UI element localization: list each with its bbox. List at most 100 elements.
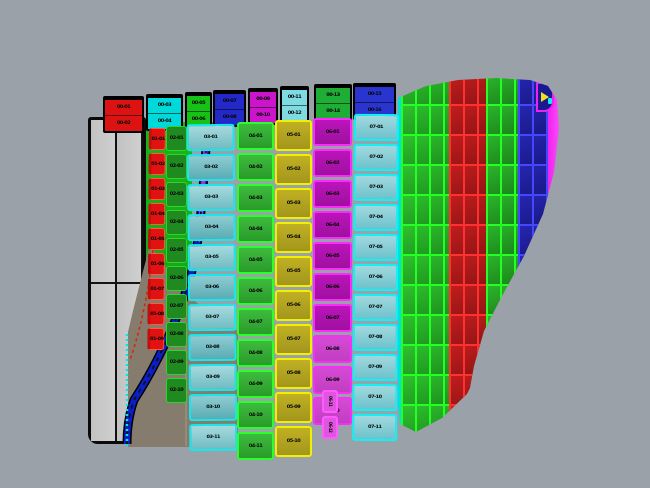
surface-panel-teal[interactable]: 03-01: [186, 123, 235, 152]
surface-panel-yellow[interactable]: 05-04: [275, 222, 312, 253]
surface-panel-magenta[interactable]: 06-04: [313, 211, 352, 239]
surface-panel-magenta[interactable]: 06-07: [313, 304, 352, 332]
surface-panel-cyan[interactable]: 07-05: [353, 233, 399, 262]
surface-panel-teal[interactable]: 03-03: [187, 183, 236, 212]
panel-label: 04-10: [248, 411, 263, 418]
panel-label: 02-07: [169, 303, 184, 309]
surface-panel-magenta[interactable]: 06-11: [322, 390, 338, 413]
surface-panel-cyan[interactable]: 07-02: [353, 143, 399, 172]
surface-panel-dark-green[interactable]: 02-01: [166, 126, 187, 151]
top-box-lightcyan[interactable]: 00-11 00-12: [280, 86, 309, 123]
surface-panel-teal[interactable]: 03-11: [189, 423, 238, 452]
surface-panel-teal[interactable]: 03-04: [187, 213, 236, 242]
panel-label: 06-08: [325, 345, 340, 352]
surface-panel-yellow[interactable]: 05-08: [275, 358, 312, 389]
surface-panel-red[interactable]: 01-01: [148, 127, 166, 151]
surface-panel-green[interactable]: 04-10: [237, 401, 274, 429]
top-box-row-face: 00-13: [316, 88, 350, 104]
surface-panel-red[interactable]: 01-04: [148, 202, 166, 226]
panel-label: 00-15: [367, 91, 382, 97]
panel-label: 02-03: [169, 191, 184, 197]
surface-panel-red[interactable]: 01-03: [148, 177, 166, 201]
panel-label: 03-10: [206, 404, 220, 410]
top-box-cyan[interactable]: 00-03 00-04: [146, 94, 183, 131]
surface-panel-dark-green[interactable]: 02-09: [166, 350, 187, 375]
surface-panel-green[interactable]: 04-07: [237, 308, 274, 336]
surface-panel-green[interactable]: 04-05: [237, 246, 274, 274]
surface-panel-red[interactable]: 01-07: [147, 277, 165, 301]
surface-panel-cyan[interactable]: 07-08: [352, 323, 398, 352]
surface-panel-yellow[interactable]: 05-02: [275, 154, 312, 185]
surface-panel-magenta[interactable]: 06-05: [313, 242, 352, 270]
top-box-blue[interactable]: 00-07 00-08: [213, 90, 246, 127]
surface-panel-red[interactable]: 01-05: [147, 227, 166, 251]
surface-panel-teal[interactable]: 03-09: [188, 363, 237, 392]
surface-panel-green[interactable]: 04-03: [237, 184, 274, 212]
surface-panel-dark-green[interactable]: 02-04: [166, 210, 187, 235]
surface-panel-green[interactable]: 04-02: [237, 153, 274, 181]
surface-panel-cyan[interactable]: 07-09: [352, 353, 398, 382]
surface-panel-dark-green[interactable]: 02-03: [166, 182, 187, 207]
panel-column-dark-green: 02-01 02-02 02-03 02-04 02-05 02-06 02-07 02-08…: [166, 126, 187, 406]
surface-panel-cyan[interactable]: 07-01: [353, 113, 399, 142]
flat-gray-panel[interactable]: [88, 117, 146, 444]
surface-panel-yellow[interactable]: 05-03: [275, 188, 312, 219]
top-box-red[interactable]: 00-01 00-02: [103, 96, 144, 133]
panel-label: 07-10: [368, 394, 382, 400]
surface-panel-green[interactable]: 04-06: [237, 277, 274, 305]
surface-panel-teal[interactable]: 03-08: [188, 333, 237, 362]
surface-panel-magenta[interactable]: 06-02: [313, 149, 352, 177]
surface-panel-red[interactable]: 01-06: [147, 252, 165, 276]
top-box-row-face: 00-16: [355, 103, 394, 118]
surface-panel-yellow[interactable]: 05-09: [275, 392, 312, 423]
surface-panel-yellow[interactable]: 05-01: [275, 120, 312, 151]
surface-panel-teal[interactable]: 03-10: [188, 393, 238, 422]
surface-panel-yellow[interactable]: 05-10: [275, 426, 312, 457]
panel-label: 05-05: [286, 268, 301, 274]
surface-panel-teal[interactable]: 03-07: [188, 303, 237, 332]
surface-panel-magenta[interactable]: 06-01: [313, 118, 352, 146]
surface-panel-cyan[interactable]: 07-07: [352, 293, 398, 322]
surface-panel-dark-green[interactable]: 02-02: [166, 154, 187, 179]
surface-panel-red[interactable]: 01-08: [147, 302, 165, 326]
surface-panel-cyan[interactable]: 07-04: [353, 203, 399, 232]
top-box-green2[interactable]: 00-13 00-14: [314, 84, 352, 121]
surface-panel-green[interactable]: 04-08: [237, 339, 274, 367]
surface-panel-dark-green[interactable]: 02-06: [166, 266, 187, 291]
top-box-row-face: 00-01: [105, 100, 142, 116]
surface-panel-cyan[interactable]: 07-06: [352, 263, 399, 292]
surface-panel-teal[interactable]: 03-06: [187, 273, 237, 302]
surface-panel-yellow[interactable]: 05-07: [275, 324, 312, 355]
surface-panel-magenta[interactable]: 06-08: [313, 335, 352, 363]
surface-panel-green[interactable]: 04-04: [237, 215, 274, 243]
surface-panel-cyan[interactable]: 07-10: [352, 383, 398, 412]
surface-panel-red[interactable]: 01-02: [148, 152, 166, 176]
panel-label: 07-09: [368, 364, 382, 370]
panel-label: 02-04: [169, 219, 184, 225]
surface-panel-yellow[interactable]: 05-06: [275, 290, 312, 321]
surface-panel-dark-green[interactable]: 02-07: [166, 294, 187, 319]
surface-panel-teal[interactable]: 03-02: [186, 153, 236, 182]
surface-panel-teal[interactable]: 03-05: [187, 243, 236, 272]
panel-label: 05-08: [286, 370, 301, 376]
surface-panel-green[interactable]: 04-01: [237, 122, 274, 150]
panel-label: 05-06: [286, 302, 301, 308]
top-box-magenta[interactable]: 00-09 00-10: [248, 88, 278, 125]
surface-panel-cyan[interactable]: 07-03: [353, 173, 399, 202]
surface-panel-cyan[interactable]: 07-11: [352, 413, 398, 442]
surface-panel-green[interactable]: 04-09: [237, 370, 274, 398]
panel-label: 05-03: [286, 200, 301, 206]
panel-label: 02-09: [169, 359, 184, 365]
surface-panel-magenta[interactable]: 06-03: [313, 180, 352, 208]
surface-panel-yellow[interactable]: 05-05: [275, 256, 312, 287]
surface-panel-dark-green[interactable]: 02-08: [166, 322, 187, 347]
surface-panel-dark-green[interactable]: 02-10: [166, 378, 187, 403]
back-curved-surface[interactable]: [398, 78, 559, 432]
surface-panel-magenta[interactable]: 06-12: [322, 416, 338, 439]
surface-panel-magenta[interactable]: 06-06: [313, 273, 352, 301]
surface-panel-red[interactable]: 01-09: [147, 327, 165, 351]
surface-panel-dark-green[interactable]: 02-05: [166, 238, 187, 263]
top-box-row-face: 00-12: [282, 106, 307, 121]
surface-panel-green[interactable]: 04-11: [237, 432, 274, 460]
